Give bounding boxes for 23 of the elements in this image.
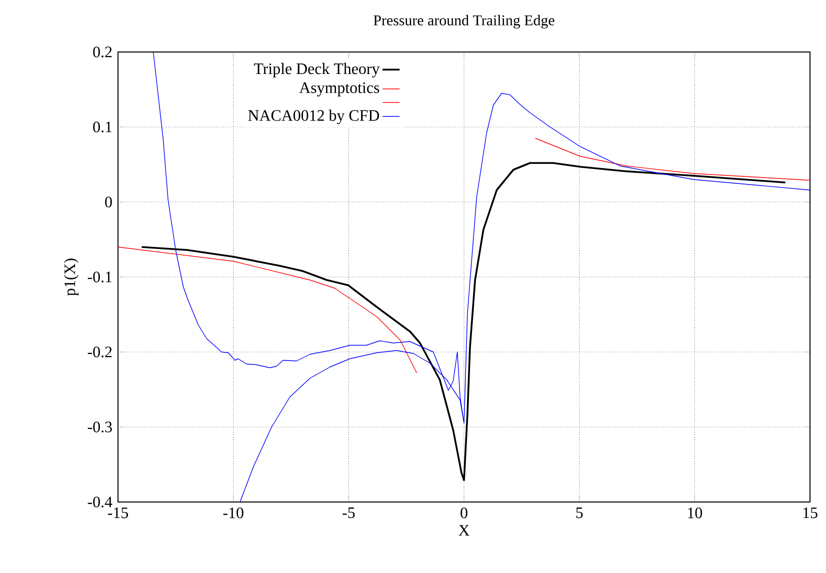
chart-title: Pressure around Trailing Edge — [374, 14, 554, 28]
x-axis-title: X — [458, 525, 470, 536]
y-tick-label: -0.4 — [88, 496, 112, 508]
line-series — [118, 246, 418, 374]
legend-label: Triple Deck Theory — [254, 62, 380, 78]
legend-label: Asymptotics — [299, 82, 380, 96]
x-tick-label: -15 — [108, 508, 128, 518]
line-series — [140, 162, 786, 482]
y-tick-label: 0.2 — [93, 46, 112, 58]
x-tick-label: 15 — [803, 508, 818, 518]
y-tick-label: -0.1 — [88, 272, 112, 282]
y-axis-title: p1(X) — [64, 258, 78, 296]
x-tick-label: 10 — [688, 508, 702, 518]
legend-label: NACA0012 by CFD — [248, 110, 380, 124]
y-tick-label: -0.2 — [88, 346, 112, 358]
line-series — [534, 138, 810, 181]
y-tick-label: 0.1 — [93, 122, 112, 132]
x-tick-label: -5 — [342, 508, 355, 518]
x-tick-label: -10 — [223, 508, 244, 518]
x-tick-label: 0 — [460, 508, 468, 518]
y-tick-label: 0 — [105, 196, 112, 208]
x-tick-label: 5 — [576, 508, 583, 518]
y-tick-label: -0.3 — [88, 422, 112, 432]
